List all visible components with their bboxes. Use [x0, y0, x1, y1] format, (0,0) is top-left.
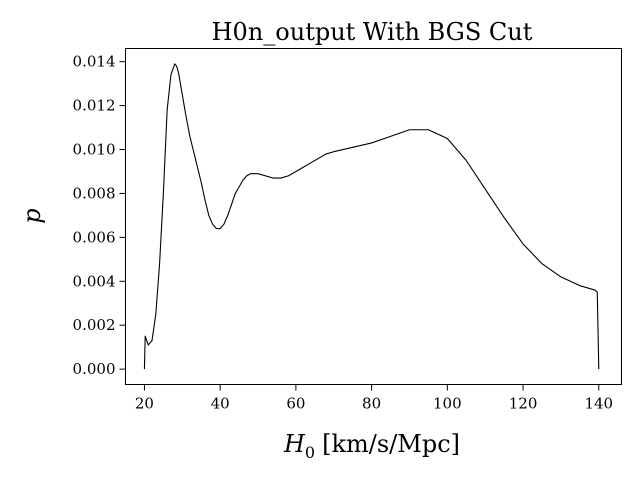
x-axis-label-text: [km/s/Mpc]	[322, 430, 460, 458]
x-tick-label: 100	[433, 395, 462, 413]
x-tick-label: 140	[584, 395, 613, 413]
y-tick-label: 0.010	[73, 141, 116, 159]
y-tick-label: 0.000	[73, 360, 116, 378]
x-axis: 20 40 60 80 100 120 140	[135, 384, 613, 413]
y-tick-label: 0.004	[73, 272, 116, 290]
y-tick-label: 0.002	[73, 316, 116, 334]
x-tick-label: 20	[135, 395, 154, 413]
x-axis-label-symbol: H	[283, 430, 306, 458]
y-tick-label: 0.006	[73, 228, 116, 246]
chart-title: H0n_output With BGS Cut	[212, 18, 533, 46]
y-tick-label: 0.008	[73, 184, 116, 202]
x-axis-label: H0 [km/s/Mpc]	[283, 430, 460, 462]
x-axis-label-subscript: 0	[305, 443, 315, 462]
y-axis: 0.000 0.002 0.004 0.006 0.008 0.010 0.012 0.014	[73, 53, 126, 378]
plot-frame	[125, 48, 622, 385]
y-axis-label: p	[18, 208, 46, 223]
x-tick-label: 120	[509, 395, 538, 413]
y-tick-label: 0.012	[73, 97, 116, 115]
plot-area	[125, 48, 622, 385]
x-tick-label: 60	[286, 395, 305, 413]
x-tick-label: 80	[362, 395, 381, 413]
series-line	[143, 63, 600, 370]
y-tick-label: 0.014	[73, 53, 116, 71]
x-tick-label: 40	[211, 395, 230, 413]
